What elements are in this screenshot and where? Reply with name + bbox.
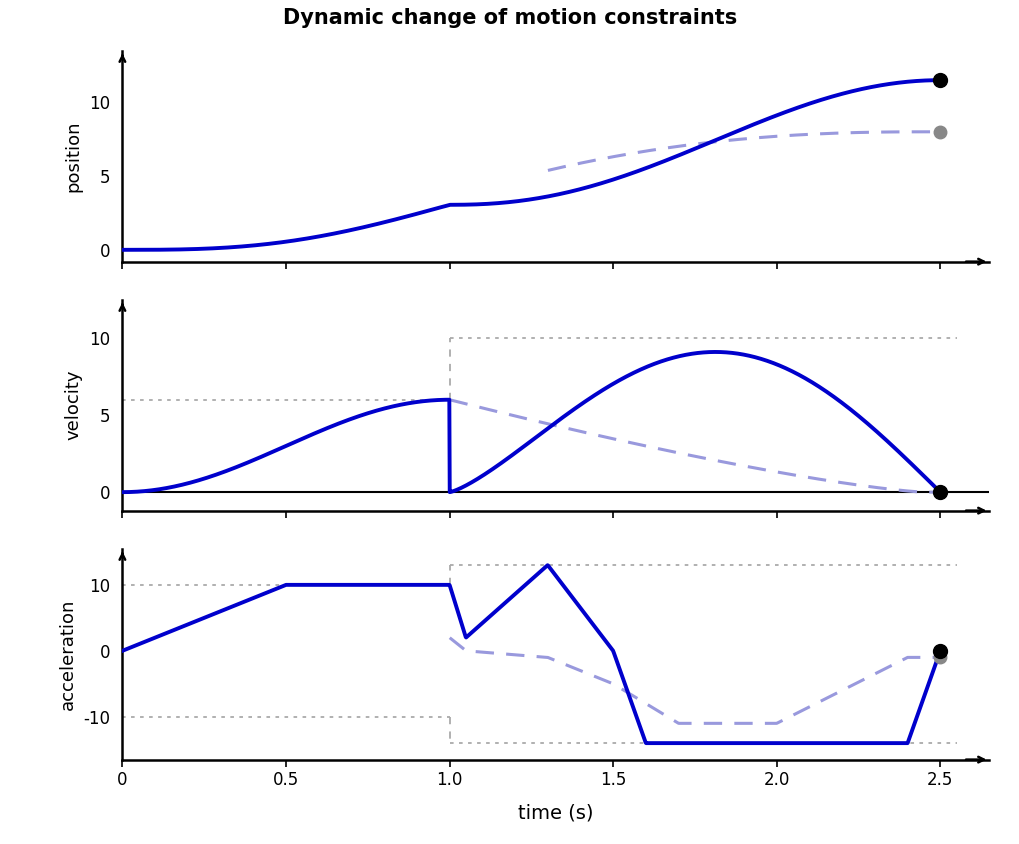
X-axis label: time (s): time (s) — [518, 803, 593, 822]
Text: Dynamic change of motion constraints: Dynamic change of motion constraints — [282, 8, 737, 29]
Y-axis label: acceleration: acceleration — [58, 598, 76, 710]
Y-axis label: position: position — [64, 121, 83, 192]
Y-axis label: velocity: velocity — [64, 370, 83, 441]
